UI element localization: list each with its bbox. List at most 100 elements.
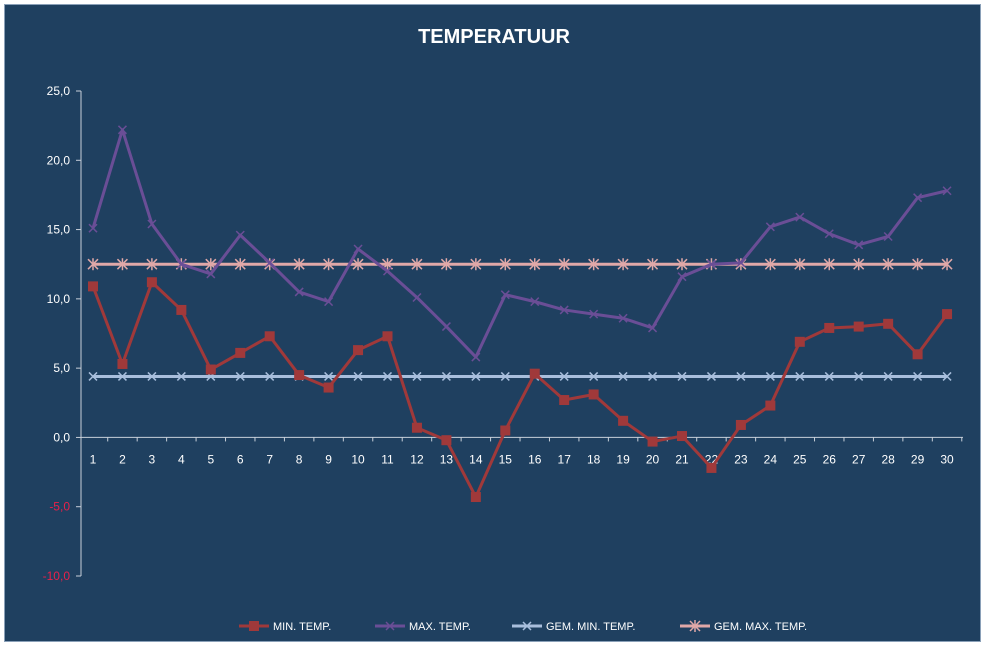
data-point [824, 229, 834, 239]
data-point [471, 371, 481, 381]
data-point [559, 305, 569, 315]
marker-stroke [765, 222, 775, 232]
chart-frame: TEMPERATUUR 25,0 20,0 15,0 10,0 5,0 0,0 -5,0 -1… [4, 4, 981, 642]
x-tick-label: 17 [558, 452, 572, 466]
marker-stroke [206, 269, 216, 279]
data-point [147, 219, 157, 229]
data-point [294, 287, 304, 297]
marker-stroke [559, 305, 569, 315]
data-point [618, 415, 629, 426]
data-point [735, 419, 746, 430]
data-point [470, 492, 481, 503]
marker-stroke [824, 371, 834, 381]
data-point [941, 258, 953, 271]
y-tick-label: 0,0 [53, 430, 70, 444]
marker-stroke [500, 290, 510, 300]
data-point [529, 368, 540, 379]
y-tick-label: -10,0 [43, 569, 71, 583]
marker-stroke [618, 313, 628, 323]
marker-stroke [677, 272, 687, 282]
data-point [559, 395, 570, 406]
marker-stroke [353, 244, 363, 254]
marker-stroke [471, 371, 481, 381]
legend-item: MIN. TEMP. [239, 621, 331, 633]
data-point [117, 358, 128, 369]
data-point [706, 462, 717, 473]
data-point [558, 258, 570, 271]
x-tick-label: 4 [178, 452, 185, 466]
data-point [206, 269, 216, 279]
y-tick-label: 5,0 [53, 361, 70, 375]
marker-stroke [88, 223, 98, 233]
y-tick-label: -5,0 [49, 500, 70, 514]
marker-stroke [382, 266, 393, 276]
legend-item: MAX. TEMP. [375, 621, 471, 633]
marker-stroke [522, 621, 532, 631]
data-point [235, 371, 245, 381]
marker-stroke [147, 219, 157, 229]
marker-stroke [706, 259, 716, 269]
data-point [706, 259, 716, 269]
data-point [88, 223, 98, 233]
marker-stroke [854, 371, 864, 381]
data-point [353, 345, 364, 356]
legend-label: MAX. TEMP. [409, 621, 471, 633]
x-tick-label: 14 [469, 452, 483, 466]
x-tick-label: 24 [764, 452, 778, 466]
x-tick-label: 15 [499, 452, 513, 466]
data-point [942, 309, 953, 320]
data-point [412, 292, 422, 303]
x-tick-label: 3 [149, 452, 156, 466]
x-tick-label: 18 [587, 452, 601, 466]
data-point [854, 240, 864, 250]
data-point [883, 318, 894, 329]
data-point [176, 259, 186, 269]
data-point [205, 364, 216, 375]
legend-marker [385, 621, 395, 631]
x-tick-label: 13 [440, 452, 454, 466]
marker-stroke [88, 371, 98, 381]
data-point [265, 371, 275, 381]
data-point [441, 371, 451, 381]
data-point [500, 290, 510, 300]
data-point [853, 258, 865, 271]
data-point [234, 258, 246, 271]
x-tick-label: 21 [675, 452, 689, 466]
data-point [440, 258, 452, 271]
data-point [883, 231, 893, 242]
marker-stroke [265, 258, 275, 268]
data-point [854, 371, 864, 381]
marker-stroke [648, 323, 658, 333]
data-point [471, 352, 481, 362]
data-point [176, 371, 186, 381]
marker-stroke [176, 371, 186, 381]
series-line [91, 280, 949, 499]
legend-item: GEM. MAX. TEMP. [680, 620, 807, 633]
data-point [235, 347, 246, 358]
data-point [412, 371, 422, 381]
x-tick-label: 16 [528, 452, 542, 466]
marker-stroke [500, 371, 510, 381]
marker-stroke [706, 371, 716, 381]
data-point [441, 322, 451, 332]
legend-item: GEM. MIN. TEMP. [512, 621, 635, 633]
data-point [795, 212, 805, 222]
data-point [765, 371, 775, 381]
data-point [677, 431, 687, 442]
data-point [794, 258, 806, 271]
data-point [589, 309, 599, 319]
data-point [912, 349, 923, 360]
marker-stroke [117, 125, 127, 135]
data-point [146, 258, 158, 271]
data-point [588, 258, 600, 271]
marker-stroke [913, 371, 923, 381]
x-tick-label: 28 [881, 452, 895, 466]
data-point [588, 389, 599, 400]
data-point [530, 297, 540, 307]
data-point [942, 371, 952, 381]
data-point [618, 313, 628, 323]
series-max-temp [88, 125, 952, 362]
x-tick-label: 11 [381, 452, 394, 466]
data-point [913, 193, 923, 203]
data-point [264, 331, 275, 342]
